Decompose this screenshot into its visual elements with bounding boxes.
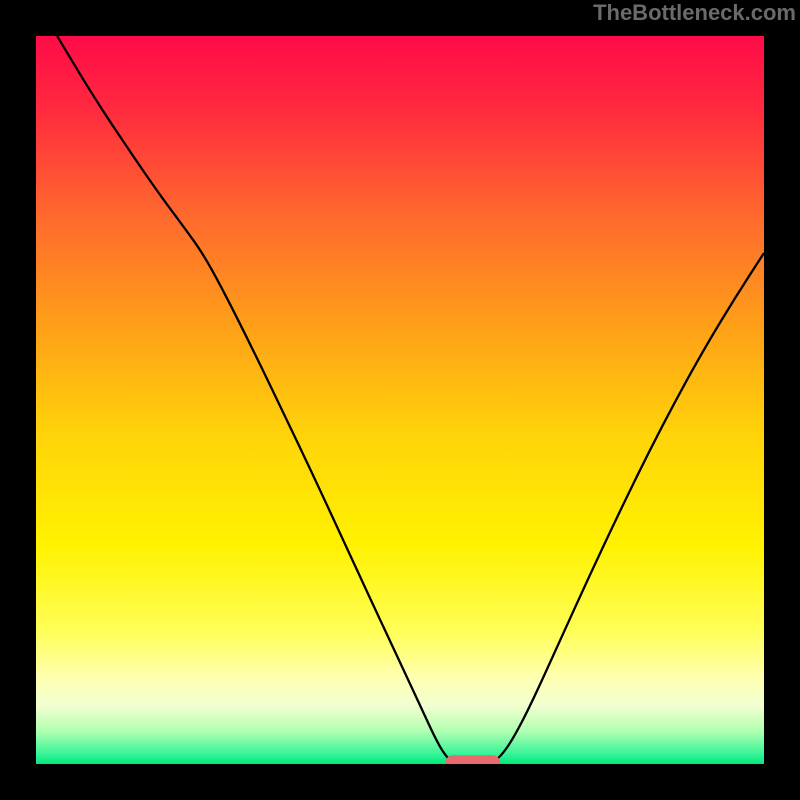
chart-container: TheBottleneck.com (0, 0, 800, 800)
bottleneck-chart (0, 0, 800, 800)
plot-background (36, 36, 764, 764)
watermark-text: TheBottleneck.com (593, 0, 796, 26)
